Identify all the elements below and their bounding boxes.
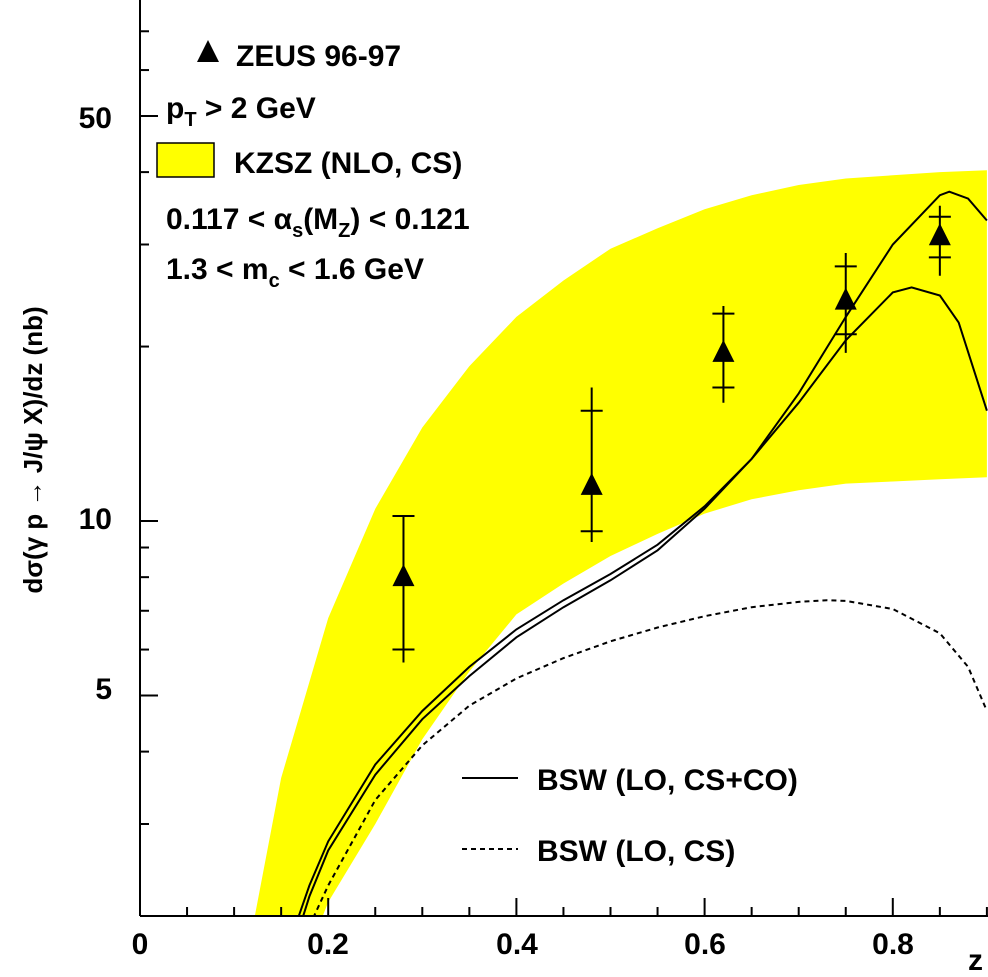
y-tick-label-5: 5 <box>95 673 112 706</box>
x-tick-label-0: 0 <box>132 928 149 961</box>
legend-band-swatch <box>157 143 214 177</box>
x-tick-label-0.8: 0.8 <box>872 928 914 961</box>
y-tick-label-50: 50 <box>79 102 112 135</box>
legend-solid-label: BSW (LO, CS+CO) <box>537 764 798 797</box>
legend-band-label: KZSZ (NLO, CS) <box>234 147 462 180</box>
legend-alpha-range: 0.117 < αs(MZ) < 0.121 <box>166 203 470 242</box>
y-axis-label: dσ(γ p → J/ψ X)/dz (nb) <box>18 306 48 593</box>
x-axis-label: z <box>968 944 983 977</box>
legend-dashed-label: BSW (LO, CS) <box>537 835 735 868</box>
legend-mc-range: 1.3 < mc < 1.6 GeV <box>166 253 424 292</box>
triangle-marker-icon <box>197 40 219 62</box>
legend-bottom: BSW (LO, CS+CO) BSW (LO, CS) <box>462 764 798 868</box>
legend-pt-cut: pT > 2 GeV <box>166 92 316 131</box>
x-tick-label-0.2: 0.2 <box>307 928 349 961</box>
legend-top: ZEUS 96-97 pT > 2 GeV KZSZ (NLO, CS) 0.1… <box>157 40 470 292</box>
y-ticks <box>140 31 158 824</box>
legend-zeus-label: ZEUS 96-97 <box>236 40 401 73</box>
x-tick-label-0.4: 0.4 <box>496 928 538 961</box>
x-tick-label-0.6: 0.6 <box>684 928 726 961</box>
y-tick-label-10: 10 <box>79 503 112 536</box>
